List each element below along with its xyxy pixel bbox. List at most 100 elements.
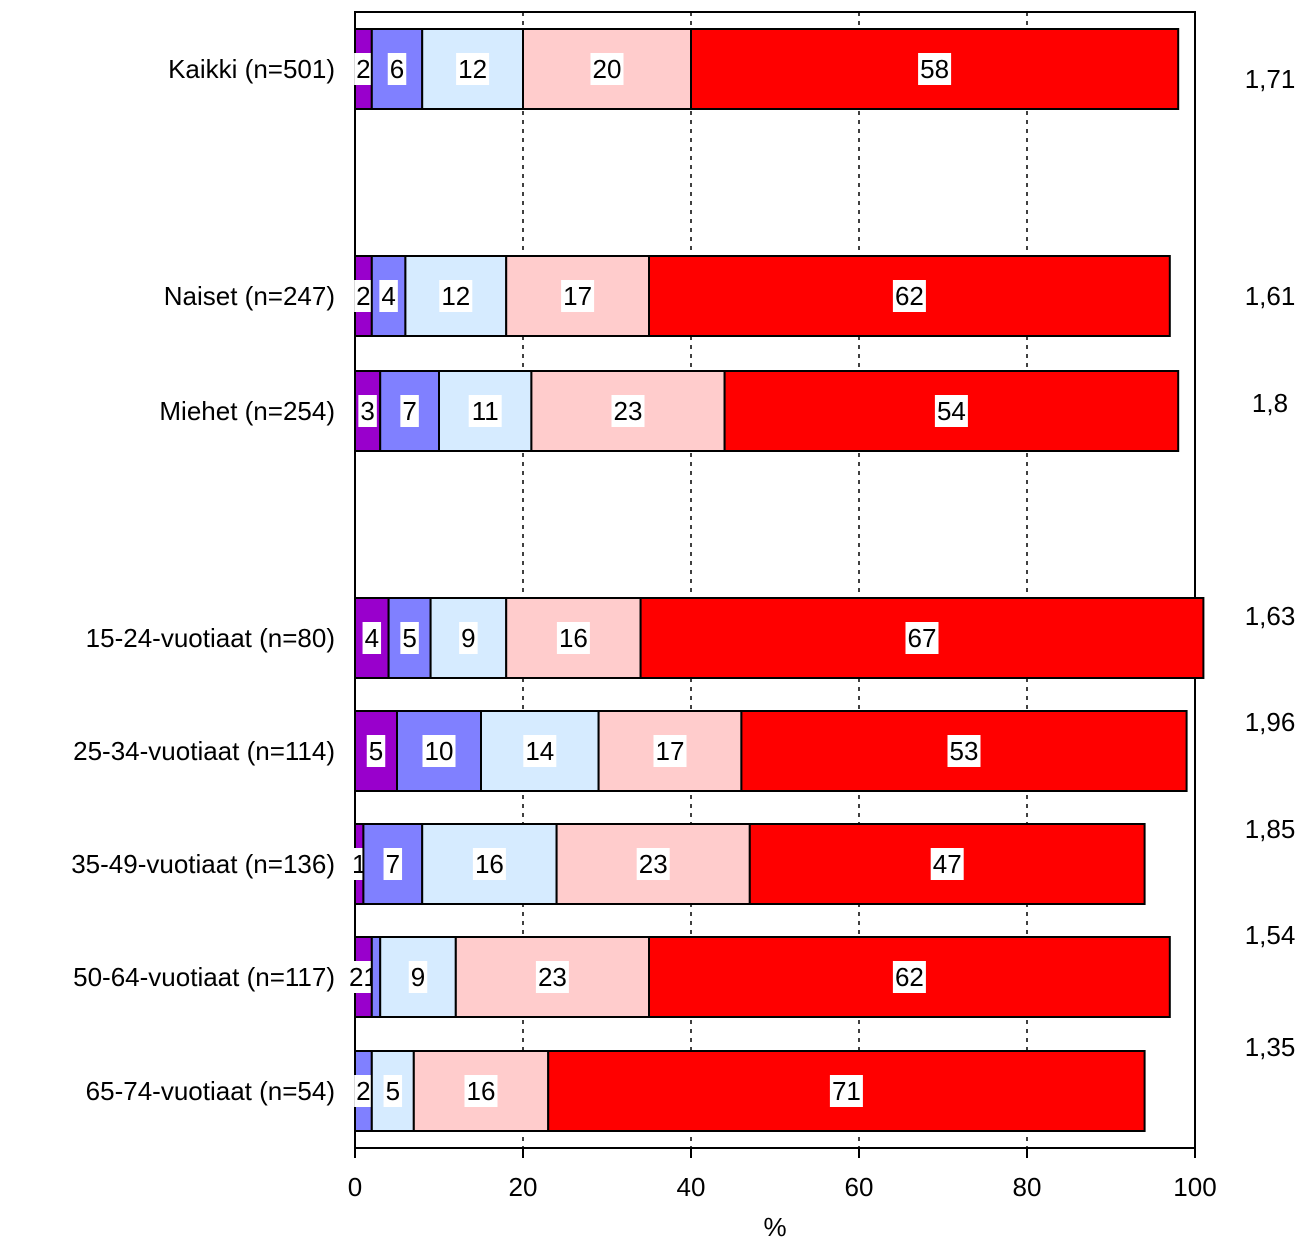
- data-label-2-2: 11: [472, 396, 499, 426]
- data-label-bg-1-2: [439, 280, 473, 312]
- bar-segment-2-4: [723, 370, 1180, 452]
- data-label-4-4: 53: [950, 736, 979, 766]
- x-axis-title: %: [763, 1212, 786, 1241]
- score-label-6: 1,54: [1245, 920, 1296, 950]
- data-label-3-1: 5: [402, 623, 416, 653]
- data-label-4-3: 17: [656, 736, 685, 766]
- data-label-0-0: 2: [356, 54, 370, 84]
- data-label-bg-5-1: [383, 848, 403, 880]
- data-label-bg-1-3: [561, 280, 595, 312]
- data-label-2-4: 54: [937, 396, 966, 426]
- data-label-4-2: 14: [525, 736, 554, 766]
- data-label-5-2: 16: [475, 849, 504, 879]
- data-label-2-0: 3: [360, 396, 374, 426]
- data-label-bg-3-3: [556, 622, 590, 654]
- data-label-bg-2-0: [358, 395, 377, 427]
- data-label-bg-7-1: [354, 1075, 373, 1107]
- data-label-bg-3-2: [459, 622, 478, 654]
- bar-segment-6-1: [370, 936, 382, 1018]
- category-label-4: 25-34-vuotiaat (n=114): [73, 736, 335, 766]
- data-label-3-4: 67: [908, 623, 937, 653]
- data-label-bg-3-1: [400, 622, 419, 654]
- data-label-bg-3-4: [905, 622, 939, 654]
- data-label-7-1: 2: [356, 1076, 370, 1106]
- score-label-5: 1,85: [1245, 814, 1296, 844]
- data-label-bg-5-2: [472, 848, 506, 880]
- score-label-7: 1,35: [1245, 1032, 1296, 1062]
- category-label-6: 50-64-vuotiaat (n=117): [73, 962, 335, 992]
- data-label-0-4: 58: [920, 54, 949, 84]
- data-label-7-3: 16: [467, 1076, 496, 1106]
- data-label-bg-5-4: [930, 848, 964, 880]
- data-label-bg-2-1: [400, 395, 419, 427]
- data-label-bg-0-1: [387, 53, 407, 85]
- category-label-7: 65-74-vuotiaat (n=54): [86, 1076, 335, 1106]
- data-label-7-2: 5: [386, 1076, 400, 1106]
- data-label-5-3: 23: [639, 849, 668, 879]
- category-label-5: 35-49-vuotiaat (n=136): [71, 849, 335, 879]
- x-tick-label-0: 0: [348, 1172, 362, 1202]
- x-tick-label-40: 40: [677, 1172, 706, 1202]
- category-label-1: Naiset (n=247): [164, 281, 335, 311]
- data-label-bg-1-1: [379, 280, 398, 312]
- data-label-4-0: 5: [369, 736, 383, 766]
- x-tick-label-20: 20: [509, 1172, 538, 1202]
- bar-segment-0-3: [522, 28, 692, 110]
- data-label-bg-7-2: [383, 1075, 403, 1107]
- data-label-bg-3-0: [362, 622, 382, 654]
- data-label-bg-6-2: [408, 961, 428, 993]
- data-label-1-4: 62: [895, 281, 924, 311]
- score-label-1: 1,61: [1245, 281, 1296, 311]
- data-label-6-3: 23: [538, 962, 567, 992]
- data-label-bg-0-4: [918, 53, 952, 85]
- data-label-bg-0-3: [590, 53, 624, 85]
- data-label-bg-1-4: [892, 280, 926, 312]
- category-label-0: Kaikki (n=501): [168, 54, 335, 84]
- data-label-bg-0-2: [456, 53, 490, 85]
- data-label-3-3: 16: [559, 623, 588, 653]
- score-label-2: 1,8: [1252, 388, 1288, 418]
- data-label-3-0: 4: [365, 623, 379, 653]
- data-label-1-2: 12: [441, 281, 470, 311]
- data-label-bg-4-2: [523, 735, 557, 767]
- data-label-1-0: 2: [356, 281, 370, 311]
- data-label-0-2: 12: [458, 54, 487, 84]
- data-label-bg-2-4: [934, 395, 968, 427]
- data-label-1-3: 17: [563, 281, 592, 311]
- data-label-bg-7-3: [464, 1075, 498, 1107]
- category-label-3: 15-24-vuotiaat (n=80): [86, 623, 335, 653]
- data-label-bg-7-4: [829, 1075, 863, 1107]
- data-label-bg-2-3: [611, 395, 645, 427]
- data-label-bg-5-3: [636, 848, 670, 880]
- x-tick-label-60: 60: [845, 1172, 874, 1202]
- data-label-0-1: 6: [390, 54, 404, 84]
- score-label-3: 1,63: [1245, 601, 1296, 631]
- x-tick-label-100: 100: [1173, 1172, 1216, 1202]
- data-label-bg-2-2: [468, 395, 502, 427]
- data-label-5-4: 47: [933, 849, 962, 879]
- score-label-4: 1,96: [1245, 707, 1296, 737]
- data-label-bg-4-1: [422, 735, 456, 767]
- data-label-6-2: 9: [411, 962, 425, 992]
- data-label-bg-6-3: [535, 961, 569, 993]
- data-label-1-1: 4: [381, 281, 395, 311]
- data-label-bg-6-4: [892, 961, 926, 993]
- data-label-7-4: 71: [832, 1076, 861, 1106]
- data-label-2-1: 7: [402, 396, 416, 426]
- category-label-2: Miehet (n=254): [159, 396, 335, 426]
- data-label-3-2: 9: [461, 623, 475, 653]
- data-label-bg-1-0: [354, 280, 373, 312]
- data-label-bg-4-4: [947, 735, 981, 767]
- score-label-0: 1,71: [1245, 64, 1296, 94]
- x-tick-label-80: 80: [1013, 1172, 1042, 1202]
- bar-segment-5-4: [748, 823, 1146, 905]
- data-label-6-4: 62: [895, 962, 924, 992]
- data-label-4-1: 10: [425, 736, 454, 766]
- data-label-bg-4-3: [653, 735, 687, 767]
- data-label-2-3: 23: [614, 396, 643, 426]
- data-label-bg-0-0: [354, 53, 373, 85]
- data-label-0-3: 20: [593, 54, 622, 84]
- data-label-5-1: 7: [386, 849, 400, 879]
- data-label-bg-4-0: [366, 735, 386, 767]
